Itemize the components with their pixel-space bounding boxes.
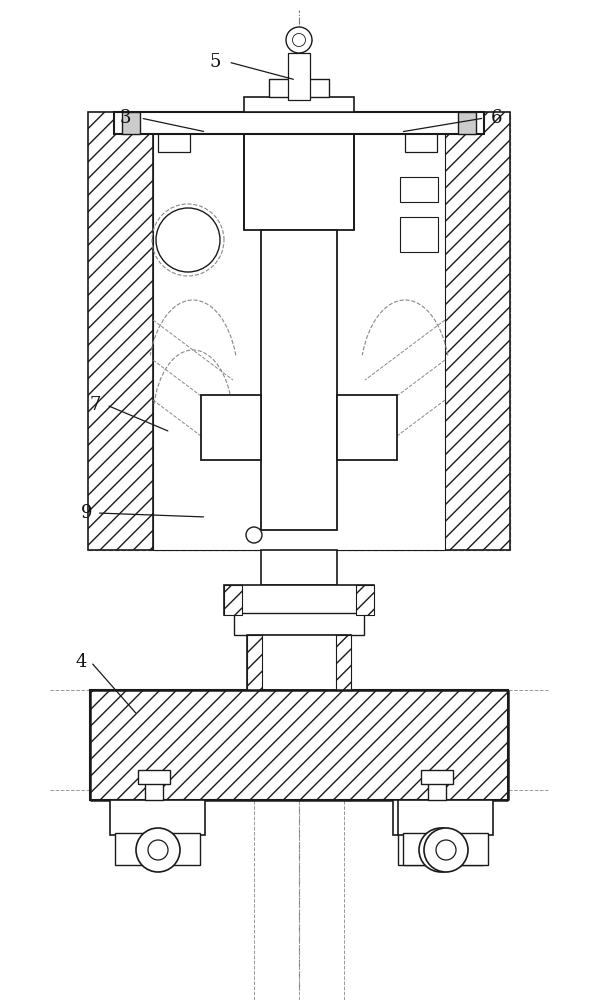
Circle shape	[436, 840, 456, 860]
Bar	[224, 585, 374, 615]
Bar	[90, 690, 508, 800]
Bar	[234, 613, 364, 635]
Bar	[244, 97, 354, 112]
Bar	[400, 177, 438, 202]
Circle shape	[424, 828, 468, 872]
Circle shape	[292, 33, 306, 46]
Bar	[122, 112, 140, 134]
Bar	[114, 112, 484, 134]
Bar	[110, 800, 205, 835]
Text: 9: 9	[81, 504, 93, 522]
Bar	[288, 53, 310, 100]
Text: 6: 6	[490, 109, 502, 127]
Circle shape	[419, 828, 463, 872]
Bar	[158, 122, 190, 152]
Bar	[398, 800, 493, 835]
Bar	[356, 585, 374, 615]
Bar	[261, 550, 337, 585]
Text: 4: 4	[75, 653, 87, 671]
Bar	[400, 217, 438, 252]
Bar	[337, 395, 397, 460]
Bar	[403, 833, 488, 865]
Circle shape	[148, 840, 168, 860]
Bar	[336, 635, 351, 690]
Bar	[393, 800, 488, 835]
Bar	[244, 112, 354, 230]
Text: 3: 3	[120, 109, 132, 127]
Bar	[261, 230, 337, 530]
Bar	[458, 112, 476, 134]
Bar	[398, 833, 483, 865]
Text: 7: 7	[90, 396, 102, 414]
Circle shape	[431, 840, 451, 860]
Circle shape	[246, 527, 262, 543]
Bar	[224, 585, 242, 615]
Bar	[247, 635, 262, 690]
Bar	[421, 770, 453, 784]
Bar	[115, 833, 200, 865]
Bar	[428, 778, 446, 800]
Bar	[405, 122, 437, 152]
Text: 5: 5	[209, 53, 221, 71]
Bar	[153, 112, 445, 550]
Bar	[88, 112, 153, 550]
Circle shape	[136, 828, 180, 872]
Bar	[201, 395, 261, 460]
Circle shape	[156, 208, 220, 272]
Circle shape	[286, 27, 312, 53]
Bar	[138, 770, 170, 784]
Bar	[145, 778, 163, 800]
Bar	[247, 635, 351, 690]
Bar	[269, 79, 329, 97]
Bar	[445, 112, 510, 550]
